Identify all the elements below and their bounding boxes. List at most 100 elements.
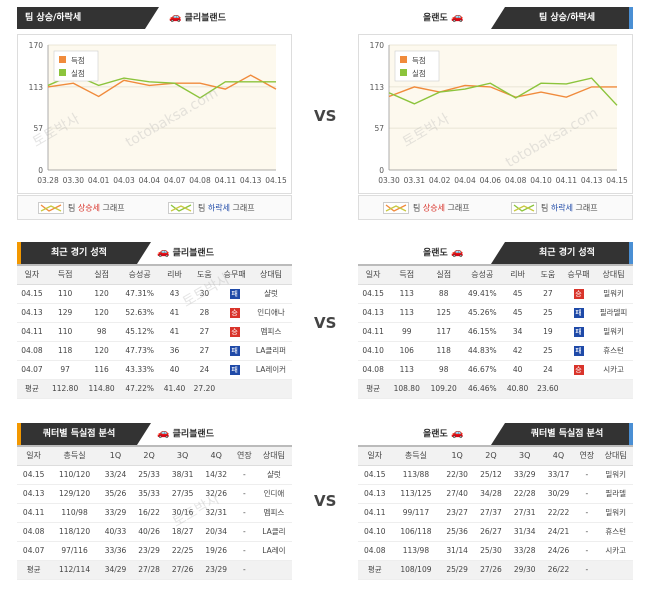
cell-date: 04.07 [17, 360, 47, 380]
series-line-allowed [388, 77, 618, 106]
right-trend-legend: 팀 상승세 그래프 팀 하락세 그래프 [358, 195, 633, 220]
average-row: 평균 108.80 109.20 46.46% 40.80 23.60 [358, 379, 633, 399]
cell-team: LA클리 [255, 522, 292, 542]
cell-reb: 40 [159, 360, 190, 380]
cell-pct: 47.22% [119, 379, 160, 399]
cell-q1: 34/29 [98, 560, 133, 580]
cell-team [598, 560, 633, 580]
section-title: 쿼터별 득실점 분석 [505, 423, 629, 445]
header-slant [491, 7, 505, 29]
cell-opp: 120 [83, 341, 120, 361]
trend-up-icon [383, 202, 409, 214]
cell-reb: 45 [502, 284, 533, 304]
table-row: 04.13 113 125 45.26% 45 25 패 필라델피 [358, 303, 633, 323]
cell-team: LA레이 [255, 541, 292, 561]
cell-opp: 109.20 [425, 379, 463, 399]
team-name: 🚗 클리블랜드 [157, 423, 214, 445]
header-slant [145, 7, 159, 29]
trend-down-icon [511, 202, 537, 214]
left-recent-table: 일자 득점 실점 승성공 리바 도움 승무패 상대팀 04.15 110 120 47.31% 43 30… [17, 264, 292, 399]
x-tick-label: 04.04 [139, 176, 161, 185]
cell-reb: 36 [159, 341, 190, 361]
cell-pct: 46.67% [462, 360, 503, 380]
cell-pct: 45.26% [462, 303, 503, 323]
legend-prefix: 팀 [198, 203, 208, 213]
result-badge: 승 [573, 288, 584, 299]
cell-opp: 125 [425, 303, 463, 323]
x-tick-label: 04.10 [530, 176, 552, 185]
cell-date: 04.15 [358, 465, 392, 485]
cell-q2: 35/33 [132, 484, 166, 504]
header-accent [17, 423, 21, 445]
table-row: 04.08 118/120 40/33 40/26 18/27 20/34- LA클리 [17, 522, 292, 542]
cell-q1: 25/29 [440, 560, 475, 580]
result-cell: 승 [219, 322, 251, 342]
cell-q4: 32/26 [199, 484, 233, 504]
cell-q2: 16/22 [132, 503, 166, 523]
table-row: 04.13 113/125 27/40 34/28 22/28 30/29- 필라델 [358, 484, 633, 504]
y-tick-label: 113 [370, 83, 385, 92]
cell-team: 멤피스 [255, 503, 292, 523]
cell-date: 04.11 [17, 503, 51, 523]
section-title: 쿼터별 득실점 분석 [21, 423, 137, 445]
cell-date: 04.11 [358, 322, 389, 342]
cell-tot: 106/118 [391, 522, 441, 542]
cell-team: 필라델 [598, 484, 633, 504]
vs-label: VS [314, 107, 337, 125]
cell-q3: 30/16 [165, 503, 200, 523]
cell-q4: 32/31 [199, 503, 233, 523]
cell-ot: - [575, 522, 599, 542]
x-tick-label: 04.08 [189, 176, 211, 185]
cell-pct: 45.12% [119, 322, 160, 342]
cell-tot: 113/98 [391, 541, 441, 561]
header-row: 일자 총득실 1Q 2Q 3Q 4Q 연장 상대팀 [358, 447, 633, 466]
cell-q3: 31/34 [507, 522, 542, 542]
result-cell: 패 [219, 284, 251, 304]
cell-team: 멤피스 [250, 322, 292, 342]
cell-date: 04.10 [358, 341, 389, 361]
cell-pts: 110 [46, 284, 84, 304]
header-slant [137, 242, 151, 264]
cell-tot: 112/114 [50, 560, 99, 580]
legend-down-word: 하락세 [550, 203, 573, 213]
cell-ast: 19 [532, 322, 563, 342]
cell-ot: - [232, 522, 256, 542]
column-header: 도움 [532, 266, 563, 285]
cell-tot: 129/120 [50, 484, 99, 504]
right-trend-header: 올랜도 🚗 팀 상승/하락세 [358, 7, 633, 29]
cell-q3: 33/29 [507, 465, 542, 485]
cell-ot: - [232, 560, 256, 580]
result-badge: 패 [229, 288, 240, 299]
car-icon: 🚗 [450, 428, 464, 439]
x-tick-label: 04.01 [88, 176, 110, 185]
cell-q2: 27/37 [474, 503, 508, 523]
section-title: 최근 경기 성적 [505, 242, 629, 264]
team-label: 클리블랜드 [172, 248, 214, 259]
cell-q3: 27/31 [507, 503, 542, 523]
cell-team [255, 560, 292, 580]
cell-ast: 27.20 [189, 379, 220, 399]
left-trend-chart-box: 0 57 113 170 03.28 03.30 04.01 04.03 04.04 04.07 0… [17, 34, 292, 194]
cell-date: 04.08 [358, 541, 392, 561]
cell-ot: - [232, 465, 256, 485]
x-tick-label: 04.13 [581, 176, 603, 185]
cell-team: LA클리퍼 [250, 341, 292, 361]
left-quarter-header: 쿼터별 득실점 분석 🚗 클리블랜드 [17, 423, 292, 445]
cell-reb: 41 [159, 322, 190, 342]
column-header: 승성공 [462, 266, 503, 285]
team-name: 🚗 클리블랜드 [157, 242, 214, 264]
cell-ast: 24 [532, 360, 563, 380]
cell-q2: 40/26 [132, 522, 166, 542]
cell-q2: 25/33 [132, 465, 166, 485]
cell-team: LA레이커 [250, 360, 292, 380]
column-header: 3Q [507, 447, 542, 466]
column-header: 4Q [541, 447, 576, 466]
cell-q2: 27/28 [132, 560, 166, 580]
team-label: 클리블랜드 [172, 429, 214, 440]
cell-date: 04.11 [17, 322, 47, 342]
column-header: 4Q [199, 447, 233, 466]
column-header: 득점 [46, 266, 84, 285]
legend-suffix: 그래프 [100, 203, 125, 213]
